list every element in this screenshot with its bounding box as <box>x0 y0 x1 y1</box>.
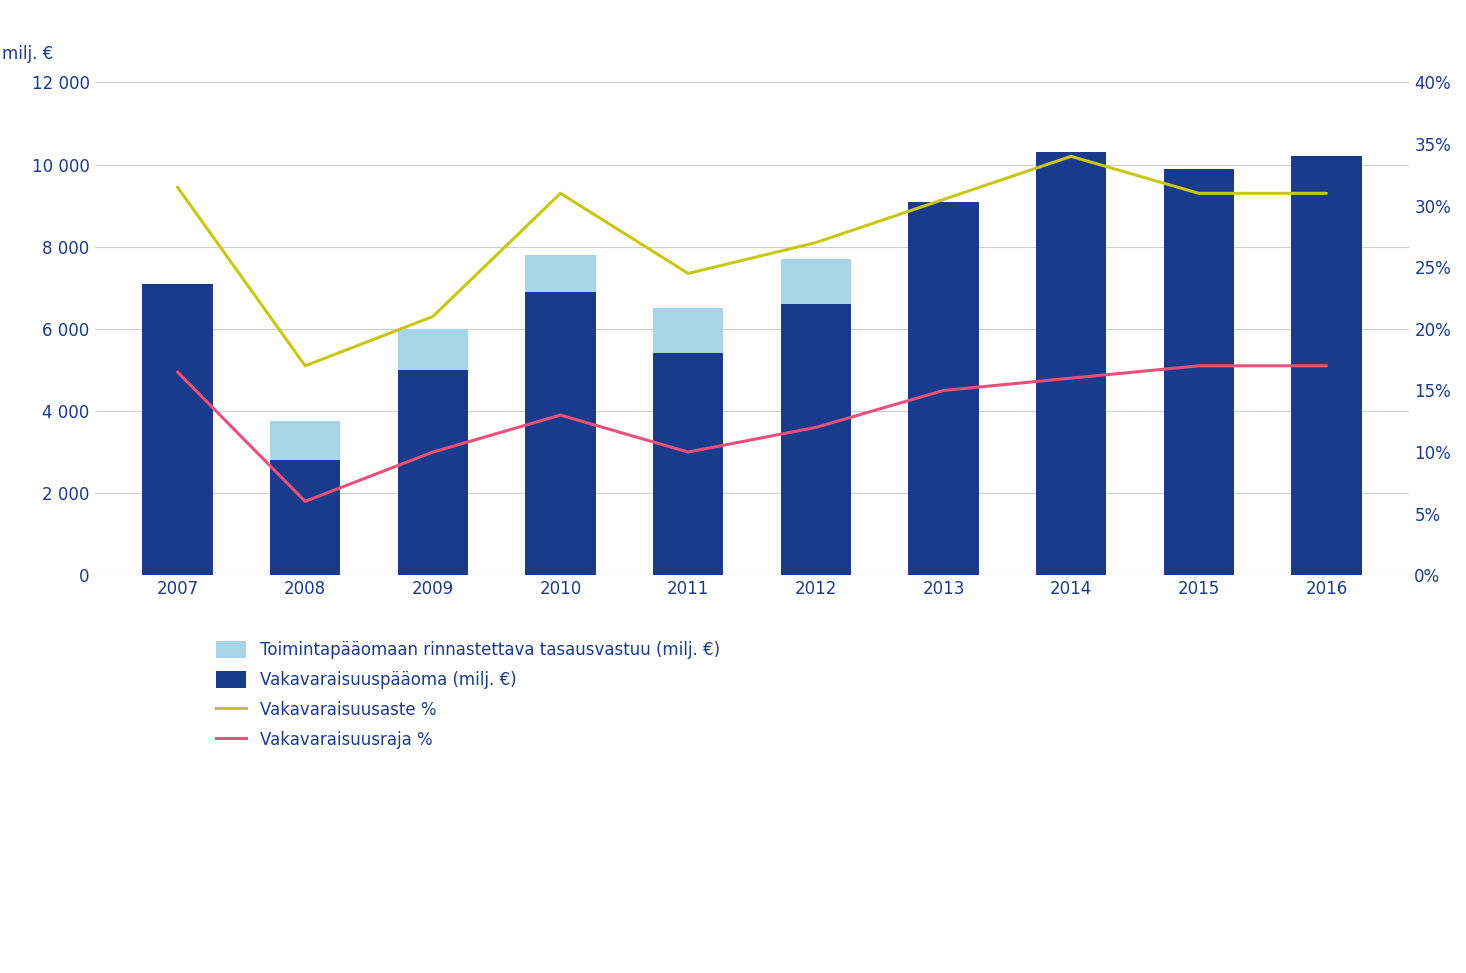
Bar <box>270 460 340 575</box>
Bar <box>270 421 340 460</box>
Bar <box>909 201 978 575</box>
Bar <box>652 353 723 575</box>
Bar <box>1292 157 1362 575</box>
Bar <box>1164 168 1234 575</box>
Bar <box>525 255 595 292</box>
Bar <box>652 308 723 353</box>
Bar <box>1036 152 1107 575</box>
Bar <box>142 284 213 575</box>
Bar <box>397 329 468 370</box>
Bar <box>781 259 850 305</box>
Bar <box>525 292 595 575</box>
Legend: Toimintapääomaan rinnastettava tasausvastuu (milj. €), Vakavaraisuuspääoma (milj: Toimintapääomaan rinnastettava tasausvas… <box>208 632 729 757</box>
Text: milj. €: milj. € <box>3 45 54 62</box>
Bar <box>397 370 468 575</box>
Bar <box>781 305 850 575</box>
